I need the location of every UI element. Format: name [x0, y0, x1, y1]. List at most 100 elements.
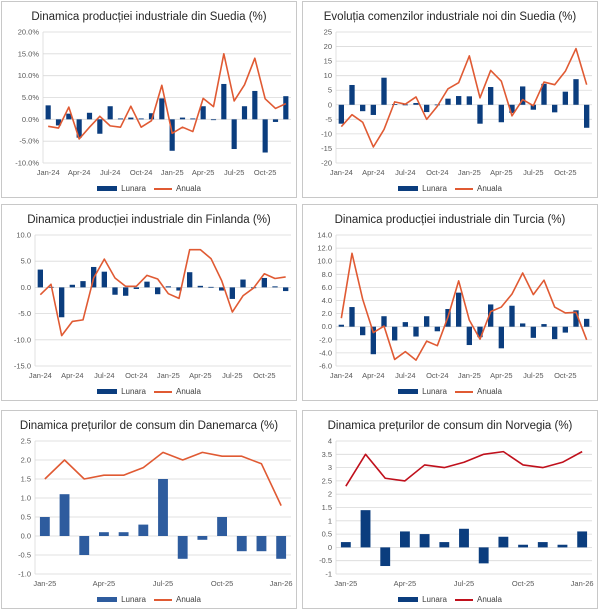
legend-line-label: Anuala	[477, 387, 502, 396]
x-tick-label: Apr-24	[68, 168, 91, 177]
y-tick-label: 2.0	[21, 456, 31, 465]
bar-Sep-25	[197, 536, 208, 540]
y-tick-label: 20	[324, 42, 332, 51]
bar-Oct-24	[138, 118, 144, 120]
chart-plot: -6.0 -4.0 -2.0 0.0 2.0 4.0 6.0 8.0 10.0 12.0 14.0 J…	[317, 231, 592, 380]
bar-Jan-24	[45, 105, 51, 120]
bar-Jun-24	[97, 119, 103, 134]
x-tick-label: Jul-24	[395, 168, 415, 177]
chart-title: Dinamica producției industriale din Turc…	[334, 214, 566, 226]
bar-Apr-25	[498, 104, 504, 123]
x-tick-label: Jan-25	[458, 371, 481, 380]
chart-title: Dinamica producției industriale din Finl…	[27, 214, 271, 226]
bar-Apr-24	[370, 104, 376, 115]
bar-May-24	[86, 112, 93, 120]
bar-Jan-25	[169, 119, 175, 151]
line-anuala	[48, 53, 287, 140]
y-tick-label: 0.0	[21, 532, 31, 541]
legend-bar-swatch	[97, 186, 118, 191]
bar-Jun-25	[219, 287, 225, 291]
bar-Feb-24	[349, 84, 355, 105]
line-anuala	[340, 47, 588, 148]
x-tick-label: Oct-24	[426, 371, 449, 380]
line-anuala	[340, 252, 588, 361]
x-tick-label: Apr-25	[490, 168, 513, 177]
bar-Aug-25	[177, 536, 188, 559]
bar-Feb-24	[55, 119, 62, 126]
chart-panel-norway-cpi: -1 -0.5 0 0.5 1 1.5 2 2.5 3 3.5 4 Jan-25 Apr-25 Jul-2…	[302, 410, 598, 609]
bar-Dec-25	[584, 318, 590, 327]
bar-May-25	[509, 104, 515, 113]
y-tick-label: 12.0	[317, 244, 332, 253]
x-tick-label: Apr-24	[362, 168, 385, 177]
bar-Jan-24	[37, 269, 43, 288]
bar-Nov-24	[445, 98, 451, 105]
x-tick-label: Oct-24	[125, 371, 148, 380]
legend-bar-label: Lunara	[422, 387, 447, 396]
bar-Apr-25	[498, 326, 504, 349]
y-tick-label: -1.0	[18, 570, 31, 579]
legend-line-swatch	[154, 390, 172, 393]
legend-line-swatch	[455, 390, 473, 393]
chart-plot: -1 -0.5 0 0.5 1 1.5 2 2.5 3 3.5 4 Jan-25 Apr-25 Jul-2…	[319, 437, 594, 589]
bar-Feb-25	[59, 494, 70, 536]
bar-Mar-25	[187, 272, 193, 288]
bar-Jun-25	[221, 83, 227, 120]
legend-line-swatch	[455, 187, 473, 190]
bar-Dec-24	[456, 292, 462, 327]
y-tick-label: 10.0	[16, 231, 31, 240]
bar-Aug-24	[117, 118, 124, 120]
bar-Oct-25	[518, 544, 528, 548]
x-tick-label: Apr-25	[394, 579, 417, 588]
x-tick-label: Jan-25	[458, 168, 481, 177]
bar-Jul-25	[231, 119, 237, 150]
bar-May-24	[80, 281, 86, 288]
x-tick-label: Jan-25	[161, 168, 184, 177]
chart-legend: Lunara Anuala	[2, 387, 296, 396]
bar-Oct-25	[261, 277, 267, 288]
bar-Mar-25	[488, 304, 494, 327]
y-tick-label: -2.0	[319, 335, 332, 344]
chart-plot: -1.0 -0.5 0.0 0.5 1.0 1.5 2.0 2.5 Jan-25 Apr-25 Ju…	[18, 437, 293, 589]
x-tick-label: Oct-25	[211, 579, 234, 588]
bar-Jul-25	[530, 104, 536, 110]
bar-Nov-24	[144, 281, 150, 288]
y-tick-label: 15	[324, 57, 332, 66]
chart-legend: Lunara Anuala	[303, 184, 597, 193]
bar-Jan-24	[338, 324, 344, 327]
legend-bar-label: Lunara	[121, 387, 146, 396]
y-tick-label: -5.0	[18, 309, 31, 318]
bar-Nov-25	[272, 286, 278, 288]
y-tick-label: 15.0%	[18, 49, 40, 58]
x-tick-label: Apr-25	[93, 579, 116, 588]
x-tick-label: Apr-25	[192, 168, 215, 177]
bar-Feb-25	[477, 104, 483, 124]
bar-Feb-24	[349, 307, 355, 327]
bar-Sep-25	[252, 90, 258, 120]
bar-Apr-24	[69, 284, 75, 288]
x-tick-label: Jul-24	[100, 168, 120, 177]
bar-Jul-24	[402, 322, 408, 327]
y-tick-label: 0	[328, 543, 332, 552]
legend-line-swatch	[455, 598, 473, 601]
bar-Jul-25	[229, 287, 235, 299]
bar-Mar-24	[360, 104, 366, 112]
bar-Jul-25	[530, 326, 536, 338]
bar-Nov-25	[573, 79, 579, 105]
bar-Dec-25	[256, 536, 267, 552]
bar-Sep-24	[123, 287, 129, 296]
y-tick-label: 5.0	[21, 257, 31, 266]
bar-Feb-25	[360, 510, 371, 548]
bar-Sep-25	[552, 326, 558, 340]
y-tick-label: 5	[328, 86, 332, 95]
chart-panel-sweden-industrial-production: -10.0% -5.0% 0.0% 5.0% 10.0% 15.0% 20.0% Jan-24…	[1, 1, 297, 198]
bar-Nov-25	[537, 542, 548, 548]
y-tick-label: 10.0%	[18, 71, 40, 80]
bar-Dec-24	[159, 98, 165, 120]
bar-Jun-25	[520, 86, 526, 105]
x-tick-label: Jul-25	[454, 579, 474, 588]
bar-Oct-24	[434, 326, 440, 332]
bar-May-25	[210, 119, 217, 121]
bar-Mar-25	[380, 547, 391, 567]
legend-line-label: Anuala	[176, 184, 201, 193]
